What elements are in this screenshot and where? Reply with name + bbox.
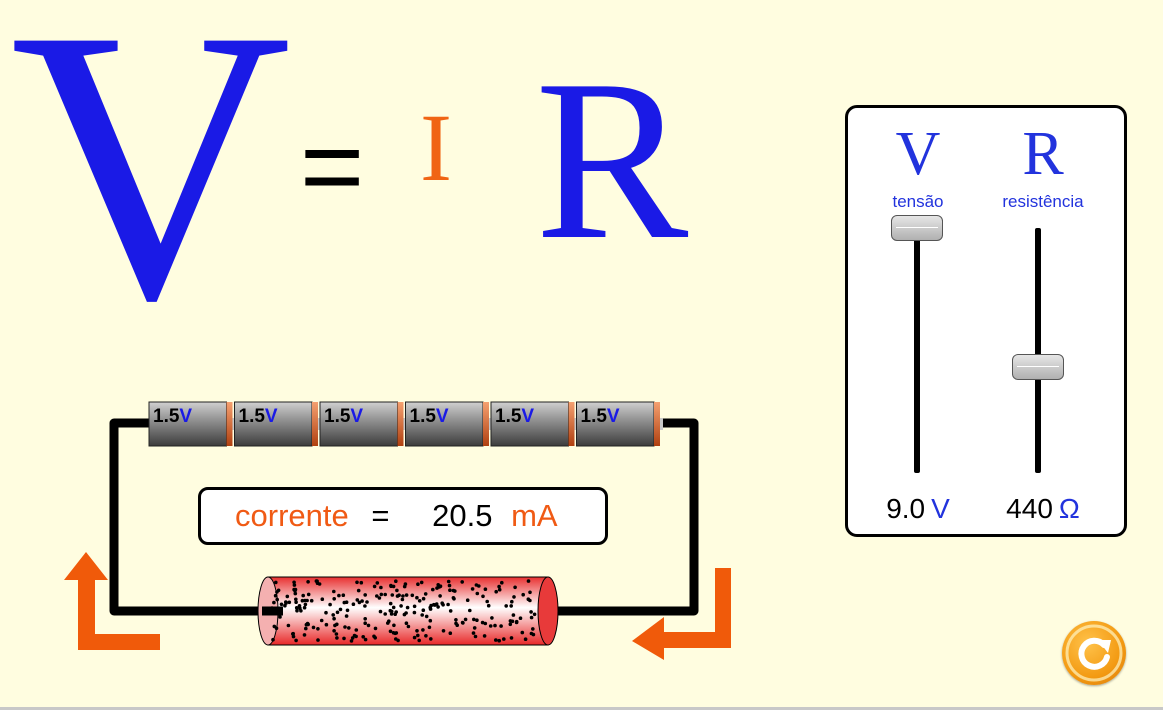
resistor — [257, 576, 559, 646]
voltage-readout: 9.0 V — [848, 493, 988, 525]
voltage-value: 9.0 — [886, 493, 926, 524]
voltage-slider-track[interactable] — [914, 228, 920, 473]
current-label: corrente — [235, 498, 349, 533]
voltage-caption: tensão — [892, 192, 944, 211]
voltage-unit: V — [931, 493, 950, 524]
battery-voltage-label: 1.5V — [324, 406, 363, 427]
circuit-diagram: 1.5V 1.5V 1.5V 1.5V 1.5V 1.5V — [64, 401, 731, 660]
circuit-wire — [109, 418, 270, 616]
voltage-slider-thumb[interactable] — [891, 215, 943, 241]
battery-cell: 1.5V — [319, 401, 407, 447]
battery-cell: 1.5V — [576, 401, 663, 447]
current-readout: corrente = 20.5 mA — [198, 487, 608, 545]
resistance-slider-thumb[interactable] — [1012, 353, 1064, 380]
battery-pack: 1.5V 1.5V 1.5V 1.5V 1.5V 1.5V — [148, 401, 663, 447]
current-equals: = — [371, 498, 390, 533]
resistance-slider-group: R resistência 440 Ω — [973, 108, 1113, 534]
voltage-slider-group: V tensão 9.0 V — [848, 108, 988, 534]
battery-voltage-label: 1.5V — [495, 406, 534, 427]
voltage-symbol: V — [895, 120, 941, 188]
battery-cell: 1.5V — [234, 401, 321, 447]
battery-cell: 1.5V — [405, 401, 492, 447]
resistance-value: 440 — [1006, 493, 1053, 524]
equation-voltage-letter: V — [10, 0, 292, 381]
battery-voltage-label: 1.5V — [581, 406, 620, 427]
resistance-caption: resistência — [1002, 192, 1084, 211]
battery-voltage-label: 1.5V — [153, 406, 192, 427]
equation-equals-sign: = — [300, 105, 365, 228]
arrow-up-icon — [64, 552, 160, 650]
battery-voltage-label: 1.5V — [239, 406, 278, 427]
current-unit: mA — [511, 498, 558, 533]
slider-panel: V tensão 9.0 V R resistência 440 Ω — [845, 105, 1127, 537]
reset-icon — [1065, 624, 1123, 682]
equation-resistance-letter: R — [535, 32, 689, 287]
resistance-readout: 440 Ω — [973, 493, 1113, 525]
battery-cell: 1.5V — [148, 401, 236, 447]
reset-button[interactable] — [1062, 621, 1126, 685]
resistance-slider-track[interactable] — [1035, 228, 1041, 473]
resistance-symbol: R — [1022, 120, 1064, 188]
current-value: 20.5 — [432, 498, 493, 533]
equation-current-letter: I — [420, 94, 452, 201]
arrow-left-icon — [632, 568, 731, 660]
battery-cell: 1.5V — [490, 401, 578, 447]
bottom-border — [0, 707, 1163, 710]
battery-voltage-label: 1.5V — [410, 406, 449, 427]
resistance-unit: Ω — [1058, 493, 1080, 524]
electron-dots — [270, 579, 537, 643]
circuit-wire — [548, 418, 699, 616]
